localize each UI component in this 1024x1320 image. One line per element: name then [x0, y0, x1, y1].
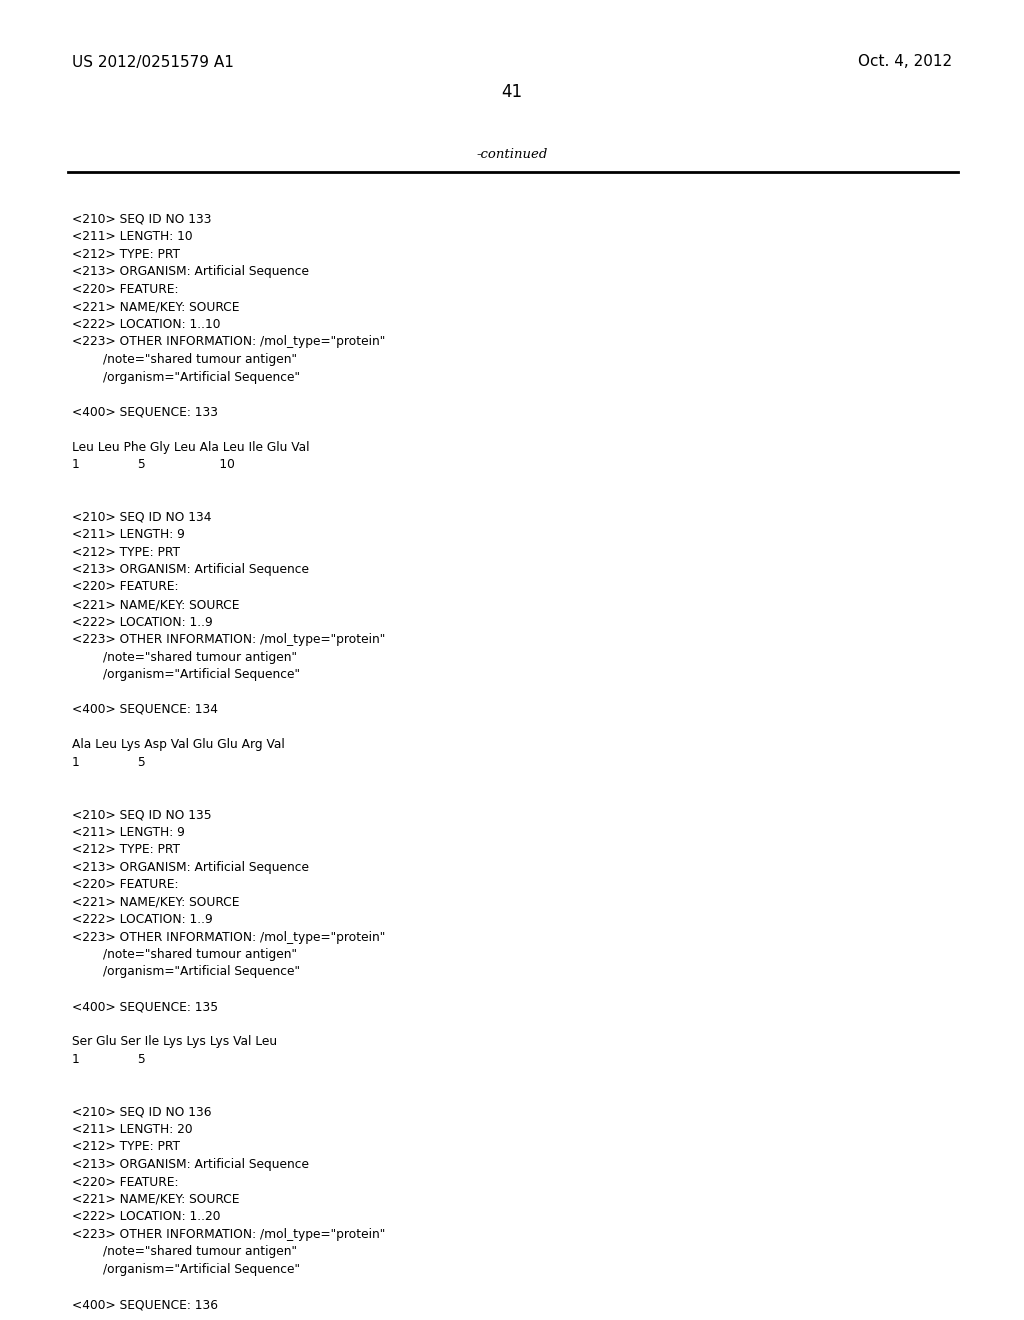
Text: 41: 41 [502, 83, 522, 102]
Text: Ala Leu Lys Asp Val Glu Glu Arg Val: Ala Leu Lys Asp Val Glu Glu Arg Val [72, 738, 285, 751]
Text: <223> OTHER INFORMATION: /mol_type="protein": <223> OTHER INFORMATION: /mol_type="prot… [72, 931, 385, 944]
Text: <211> LENGTH: 9: <211> LENGTH: 9 [72, 528, 185, 541]
Text: <400> SEQUENCE: 135: <400> SEQUENCE: 135 [72, 1001, 218, 1014]
Text: /note="shared tumour antigen": /note="shared tumour antigen" [72, 352, 297, 366]
Text: <213> ORGANISM: Artificial Sequence: <213> ORGANISM: Artificial Sequence [72, 1158, 309, 1171]
Text: <400> SEQUENCE: 136: <400> SEQUENCE: 136 [72, 1298, 218, 1311]
Text: 1               5: 1 5 [72, 1053, 145, 1067]
Text: <210> SEQ ID NO 136: <210> SEQ ID NO 136 [72, 1106, 212, 1118]
Text: /note="shared tumour antigen": /note="shared tumour antigen" [72, 948, 297, 961]
Text: <210> SEQ ID NO 133: <210> SEQ ID NO 133 [72, 213, 212, 226]
Text: <221> NAME/KEY: SOURCE: <221> NAME/KEY: SOURCE [72, 1193, 240, 1206]
Text: <210> SEQ ID NO 135: <210> SEQ ID NO 135 [72, 808, 212, 821]
Text: /organism="Artificial Sequence": /organism="Artificial Sequence" [72, 1263, 300, 1276]
Text: <213> ORGANISM: Artificial Sequence: <213> ORGANISM: Artificial Sequence [72, 265, 309, 279]
Text: <212> TYPE: PRT: <212> TYPE: PRT [72, 545, 180, 558]
Text: <213> ORGANISM: Artificial Sequence: <213> ORGANISM: Artificial Sequence [72, 564, 309, 576]
Text: Oct. 4, 2012: Oct. 4, 2012 [858, 54, 952, 70]
Text: <222> LOCATION: 1..10: <222> LOCATION: 1..10 [72, 318, 220, 331]
Text: <220> FEATURE:: <220> FEATURE: [72, 581, 178, 594]
Text: <211> LENGTH: 20: <211> LENGTH: 20 [72, 1123, 193, 1137]
Text: /organism="Artificial Sequence": /organism="Artificial Sequence" [72, 371, 300, 384]
Text: <211> LENGTH: 9: <211> LENGTH: 9 [72, 825, 185, 838]
Text: US 2012/0251579 A1: US 2012/0251579 A1 [72, 54, 233, 70]
Text: <211> LENGTH: 10: <211> LENGTH: 10 [72, 231, 193, 243]
Text: <400> SEQUENCE: 134: <400> SEQUENCE: 134 [72, 704, 218, 715]
Text: <220> FEATURE:: <220> FEATURE: [72, 1176, 178, 1188]
Text: <220> FEATURE:: <220> FEATURE: [72, 282, 178, 296]
Text: 1               5: 1 5 [72, 755, 145, 768]
Text: <213> ORGANISM: Artificial Sequence: <213> ORGANISM: Artificial Sequence [72, 861, 309, 874]
Text: <223> OTHER INFORMATION: /mol_type="protein": <223> OTHER INFORMATION: /mol_type="prot… [72, 634, 385, 645]
Text: <400> SEQUENCE: 133: <400> SEQUENCE: 133 [72, 405, 218, 418]
Text: <223> OTHER INFORMATION: /mol_type="protein": <223> OTHER INFORMATION: /mol_type="prot… [72, 1228, 385, 1241]
Text: <220> FEATURE:: <220> FEATURE: [72, 878, 178, 891]
Text: <210> SEQ ID NO 134: <210> SEQ ID NO 134 [72, 511, 212, 524]
Text: <212> TYPE: PRT: <212> TYPE: PRT [72, 248, 180, 261]
Text: <222> LOCATION: 1..9: <222> LOCATION: 1..9 [72, 615, 213, 628]
Text: <222> LOCATION: 1..9: <222> LOCATION: 1..9 [72, 913, 213, 927]
Text: /note="shared tumour antigen": /note="shared tumour antigen" [72, 1246, 297, 1258]
Text: 1               5                   10: 1 5 10 [72, 458, 234, 471]
Text: <221> NAME/KEY: SOURCE: <221> NAME/KEY: SOURCE [72, 301, 240, 314]
Text: Leu Leu Phe Gly Leu Ala Leu Ile Glu Val: Leu Leu Phe Gly Leu Ala Leu Ile Glu Val [72, 441, 309, 454]
Text: <221> NAME/KEY: SOURCE: <221> NAME/KEY: SOURCE [72, 895, 240, 908]
Text: <221> NAME/KEY: SOURCE: <221> NAME/KEY: SOURCE [72, 598, 240, 611]
Text: /organism="Artificial Sequence": /organism="Artificial Sequence" [72, 965, 300, 978]
Text: Ser Glu Ser Ile Lys Lys Lys Val Leu: Ser Glu Ser Ile Lys Lys Lys Val Leu [72, 1035, 278, 1048]
Text: /note="shared tumour antigen": /note="shared tumour antigen" [72, 651, 297, 664]
Text: <222> LOCATION: 1..20: <222> LOCATION: 1..20 [72, 1210, 220, 1224]
Text: -continued: -continued [476, 149, 548, 161]
Text: <223> OTHER INFORMATION: /mol_type="protein": <223> OTHER INFORMATION: /mol_type="prot… [72, 335, 385, 348]
Text: /organism="Artificial Sequence": /organism="Artificial Sequence" [72, 668, 300, 681]
Text: <212> TYPE: PRT: <212> TYPE: PRT [72, 1140, 180, 1154]
Text: <212> TYPE: PRT: <212> TYPE: PRT [72, 843, 180, 855]
